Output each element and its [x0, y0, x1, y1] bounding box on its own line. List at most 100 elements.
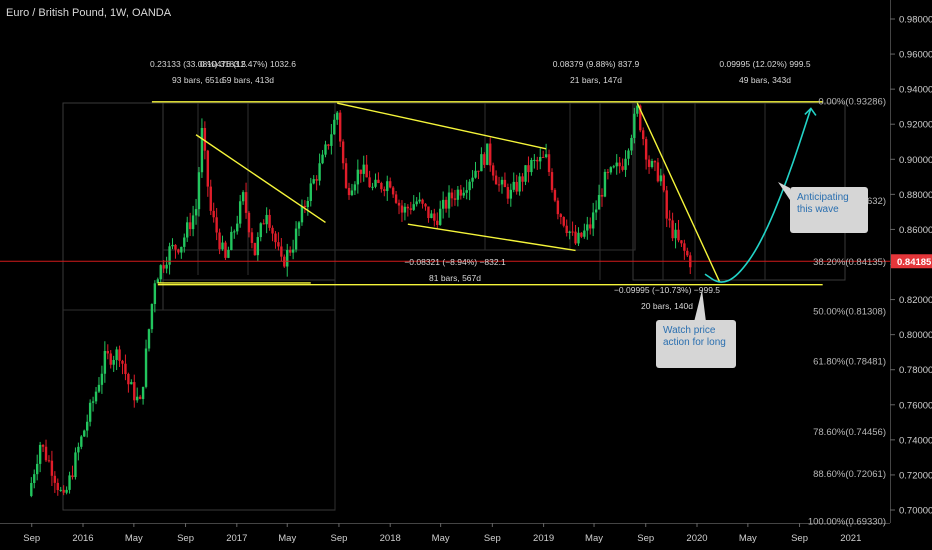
candle-up[interactable] [524, 165, 527, 182]
candle-up[interactable] [265, 214, 268, 225]
candle-up[interactable] [136, 396, 139, 401]
candle-down[interactable] [521, 176, 524, 182]
candle-up[interactable] [68, 475, 71, 490]
candle-down[interactable] [203, 128, 207, 151]
candle-down[interactable] [515, 181, 518, 192]
candle-up[interactable] [112, 359, 115, 365]
candle-up[interactable] [612, 166, 615, 168]
candle-down[interactable] [489, 143, 492, 166]
candle-down[interactable] [268, 214, 271, 228]
candle-down[interactable] [50, 460, 54, 476]
candle-down[interactable] [600, 195, 604, 197]
candle-up[interactable] [603, 171, 607, 197]
candle-up[interactable] [227, 250, 230, 258]
candle-up[interactable] [568, 231, 571, 233]
candle-down[interactable] [641, 130, 645, 140]
candle-down[interactable] [391, 187, 395, 195]
candle-up[interactable] [230, 231, 233, 251]
candle-down[interactable] [244, 192, 248, 213]
candle-down[interactable] [541, 157, 545, 159]
candle-down[interactable] [347, 187, 351, 196]
candle-down[interactable] [53, 475, 57, 483]
candle-up[interactable] [309, 183, 312, 201]
candle-up[interactable] [430, 213, 433, 219]
candle-up[interactable] [650, 161, 654, 167]
candle-down[interactable] [644, 139, 648, 160]
candle-up[interactable] [38, 444, 42, 464]
candle-up[interactable] [200, 128, 204, 173]
candle-down[interactable] [250, 232, 254, 243]
candle-up[interactable] [330, 134, 333, 146]
candle-up[interactable] [468, 181, 471, 191]
trendline[interactable] [195, 134, 326, 223]
candle-down[interactable] [409, 208, 412, 210]
candle-down[interactable] [124, 363, 127, 374]
candle-up[interactable] [171, 244, 174, 247]
candle-up[interactable] [180, 246, 183, 253]
candle-up[interactable] [509, 189, 513, 199]
candle-up[interactable] [241, 192, 245, 202]
candle-up[interactable] [403, 206, 407, 213]
candle-up[interactable] [103, 350, 107, 374]
candle-up[interactable] [165, 264, 168, 269]
candle-up[interactable] [518, 176, 521, 192]
candle-up[interactable] [371, 186, 374, 188]
candle-down[interactable] [212, 210, 215, 218]
candle-down[interactable] [368, 177, 371, 188]
candle-up[interactable] [441, 199, 445, 209]
candle-up[interactable] [486, 143, 489, 165]
candle-up[interactable] [418, 199, 421, 202]
candle-up[interactable] [609, 167, 613, 173]
candle-down[interactable] [359, 169, 362, 174]
candle-up[interactable] [597, 195, 601, 210]
candle-down[interactable] [224, 242, 227, 258]
candle-down[interactable] [118, 349, 121, 361]
candle-up[interactable] [159, 265, 162, 280]
candle-down[interactable] [662, 175, 665, 191]
projection-curve[interactable] [704, 108, 812, 283]
candle-up[interactable] [583, 230, 586, 237]
candle-up[interactable] [65, 489, 68, 493]
candle-down[interactable] [365, 164, 368, 178]
candle-up[interactable] [586, 224, 589, 231]
candle-down[interactable] [639, 105, 642, 131]
candle-down[interactable] [383, 189, 386, 192]
candle-down[interactable] [503, 179, 507, 188]
candle-up[interactable] [168, 246, 171, 265]
candle-down[interactable] [665, 190, 668, 219]
candle-up[interactable] [80, 436, 83, 447]
candle-down[interactable] [253, 242, 257, 256]
candle-up[interactable] [156, 279, 160, 284]
candle-down[interactable] [62, 489, 65, 493]
candle-up[interactable] [33, 474, 36, 483]
candle-down[interactable] [653, 161, 657, 163]
candle-down[interactable] [427, 206, 430, 219]
candle-down[interactable] [344, 163, 348, 188]
candle-up[interactable] [500, 179, 504, 185]
candle-up[interactable] [471, 177, 474, 182]
candle-up[interactable] [115, 349, 118, 360]
candle-down[interactable] [133, 382, 136, 401]
candle-down[interactable] [477, 170, 480, 172]
candle-up[interactable] [333, 119, 336, 135]
candle-up[interactable] [591, 212, 595, 229]
candle-down[interactable] [686, 250, 689, 256]
candle-down[interactable] [162, 265, 165, 269]
candle-up[interactable] [633, 113, 636, 138]
candle-down[interactable] [574, 231, 577, 244]
candle-up[interactable] [630, 137, 633, 151]
candle-down[interactable] [677, 229, 680, 241]
candle-down[interactable] [277, 242, 280, 247]
candle-up[interactable] [233, 231, 236, 233]
candle-up[interactable] [147, 329, 151, 349]
candle-down[interactable] [459, 189, 463, 196]
trendline[interactable] [337, 102, 547, 150]
candle-down[interactable] [562, 217, 565, 226]
candle-up[interactable] [480, 154, 483, 172]
candle-down[interactable] [424, 203, 427, 207]
candle-up[interactable] [533, 159, 536, 161]
candle-down[interactable] [303, 205, 307, 208]
candle-down[interactable] [274, 233, 277, 243]
candle-down[interactable] [671, 220, 674, 239]
candle-down[interactable] [494, 175, 498, 185]
